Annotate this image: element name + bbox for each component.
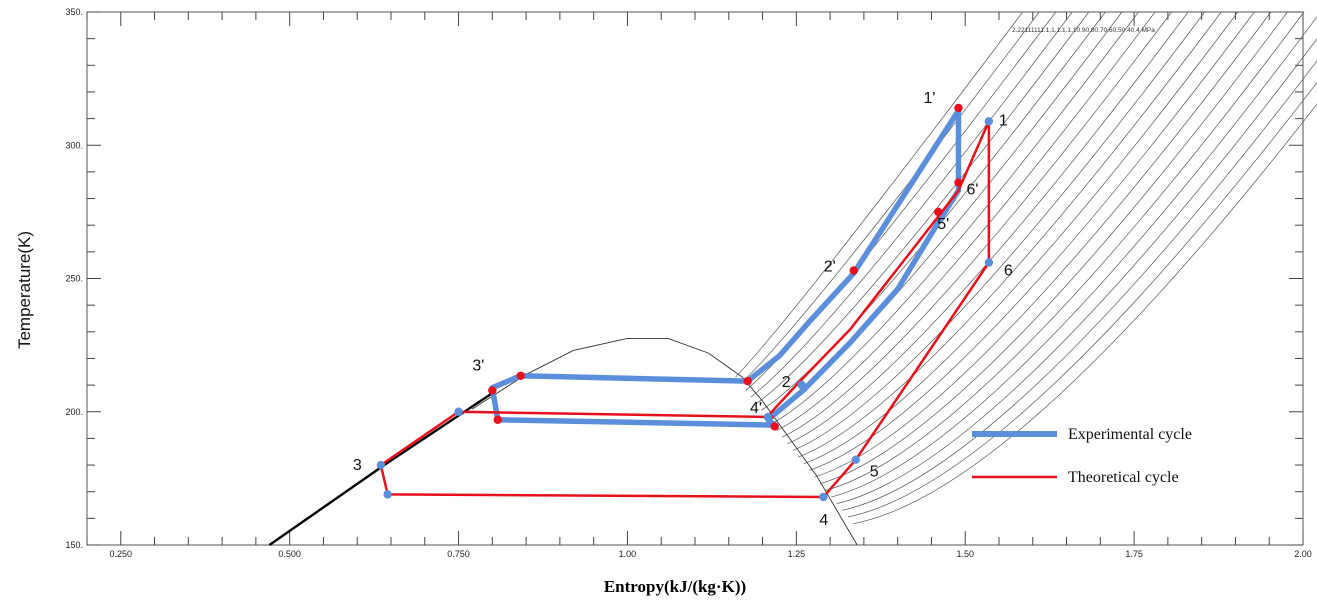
state-point [797, 380, 806, 390]
y-tick-label: 350. [65, 7, 83, 17]
saturation-dome-curve [471, 338, 858, 546]
state-point-label: 5' [937, 216, 949, 233]
isobar-line [735, 11, 1023, 378]
state-point-label: 5 [870, 464, 879, 481]
isobar-line [831, 16, 1317, 498]
state-point [770, 422, 779, 431]
state-point [743, 376, 752, 386]
isobar-line [809, 11, 1255, 471]
isobar-line [836, 38, 1317, 505]
state-point [763, 412, 773, 422]
isobar-line [771, 11, 1139, 425]
legend-label: Theoretical cycle [1068, 469, 1179, 486]
state-point [849, 266, 858, 275]
isobar-line [750, 11, 1073, 398]
state-point-label: 1 [999, 112, 1008, 129]
y-axis-title: Temperature(K) [15, 231, 34, 349]
state-point [383, 490, 392, 499]
state-point [493, 415, 502, 424]
isobar-line [803, 11, 1239, 465]
state-point [954, 178, 963, 187]
isobar-label: 2.22111111.1.1.1.1.1.10.90.80.70.60.50.4… [1012, 27, 1155, 34]
state-point [934, 207, 943, 217]
x-tick-label: 0.250 [110, 549, 133, 559]
state-point [488, 386, 497, 395]
y-tick-label: 300. [65, 140, 83, 150]
state-point-label: 6 [1004, 263, 1013, 280]
isobar-line [782, 11, 1172, 438]
x-tick-label: 1.75 [1125, 549, 1143, 559]
state-point [984, 258, 994, 267]
axis-ticks: 0.250 0.500 0.750 1.00 1.25 1.50 1.75 2.00 150. 2… [65, 7, 1311, 559]
plot-area [86, 11, 1304, 546]
legend-label: Experimental cycle [1068, 426, 1192, 443]
x-tick-label: 0.750 [447, 549, 470, 559]
state-point-label: 4' [750, 400, 762, 417]
state-point [376, 460, 386, 470]
state-point-label: 3' [472, 357, 484, 374]
isobar-lines [735, 11, 1317, 525]
state-point [454, 407, 463, 416]
state-point-label: 2 [782, 374, 791, 391]
isobar-line [792, 11, 1205, 451]
x-tick-label: 1.25 [788, 549, 806, 559]
state-point [516, 371, 525, 380]
isobar-line [798, 11, 1222, 458]
y-tick-label: 200. [65, 407, 83, 417]
isobar-line [842, 60, 1317, 511]
x-tick-label: 1.00 [619, 549, 637, 559]
legend: Experimental cycle Theoretical cycle [972, 426, 1192, 486]
state-point [819, 492, 828, 502]
experimental-cycle-line [489, 107, 962, 428]
x-tick-label: 1.50 [956, 549, 974, 559]
isobar-line [755, 11, 1090, 405]
isobar-line [853, 103, 1317, 525]
isobar-line [819, 11, 1288, 485]
state-points: 1' 1 6' 5' 6 2' 2 3' 4' 3 5 4 [353, 90, 1013, 529]
state-point-label: 4 [819, 512, 828, 529]
x-tick-label: 0.500 [278, 549, 301, 559]
isobar-line [761, 11, 1106, 411]
x-tick-label: 2.00 [1294, 549, 1312, 559]
state-point-label: 3 [353, 457, 362, 474]
y-tick-label: 150. [65, 540, 83, 550]
isobar-line [740, 11, 1040, 385]
state-point-label: 1' [923, 90, 935, 107]
x-axis-title: Entropy(kJ/(kg·K)) [604, 577, 746, 596]
state-point-label: 2' [824, 259, 836, 276]
isobar-line [847, 81, 1317, 518]
isobar-line [825, 11, 1305, 491]
state-point [954, 103, 963, 113]
y-tick-label: 250. [65, 274, 83, 284]
state-point [851, 455, 860, 464]
state-point [984, 117, 994, 126]
isobar-line [776, 11, 1156, 431]
state-point-label: 6' [966, 182, 978, 199]
isobar-line [787, 11, 1189, 445]
